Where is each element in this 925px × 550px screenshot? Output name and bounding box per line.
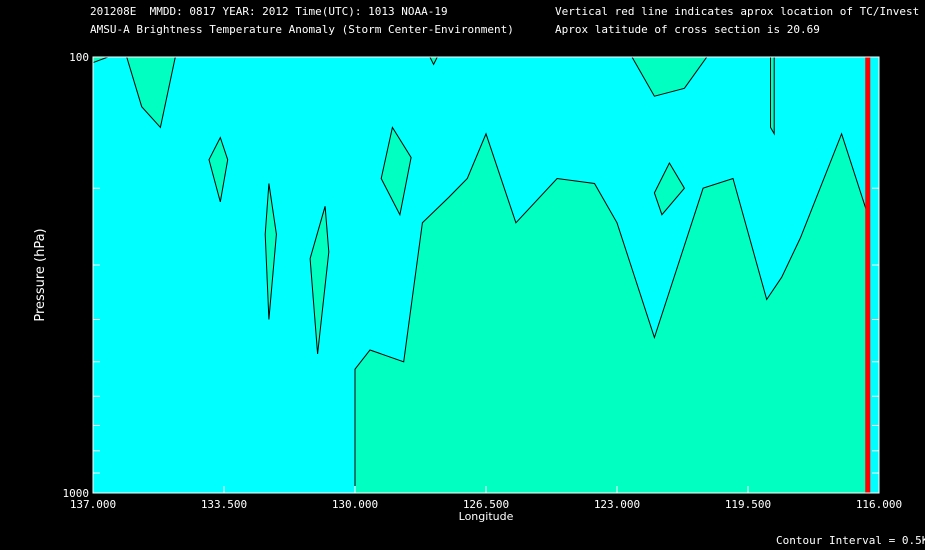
contour-region-cell-2 [264, 183, 277, 320]
x-tick-label: 116.000 [856, 498, 902, 511]
contour-region-warm-anomaly-top-d [770, 57, 775, 136]
y-tick-label: 1000 [63, 487, 90, 500]
x-tick-label: 137.000 [70, 498, 116, 511]
x-tick-label: 133.500 [201, 498, 247, 511]
x-tick-label: 123.000 [594, 498, 640, 511]
contour-region-cell-3 [309, 206, 330, 355]
contour-interval-label: Contour Interval = 0.5K [776, 534, 925, 547]
y-tick-label: 100 [69, 51, 89, 64]
contour-region-warm-anomaly-top-b [429, 57, 438, 66]
header-right-line1: Vertical red line indicates aprox locati… [555, 5, 920, 18]
header-left-line1: 201208E MMDD: 0817 YEAR: 2012 Time(UTC):… [90, 5, 448, 18]
x-tick-label: 130.000 [332, 498, 378, 511]
header-left-line2: AMSU-A Brightness Temperature Anomaly (S… [90, 23, 514, 36]
contour-region-cell-1 [208, 136, 229, 203]
header-right-line2: Aprox latitude of cross section is 20.69 [555, 23, 820, 36]
contour-region-cell-5 [653, 161, 686, 216]
contour-region-warm-anomaly-top-c [631, 57, 708, 97]
x-axis-title: Longitude [459, 510, 514, 523]
contour-region-warm-anomaly-top-a [126, 57, 176, 129]
x-tick-label: 119.500 [725, 498, 771, 511]
contour-region-warm-anomaly-main [354, 132, 869, 493]
contour-region-cell-4 [380, 126, 412, 217]
y-axis-title: Pressure (hPa) [33, 228, 48, 321]
contour-region-warm-anomaly-topleft [93, 57, 109, 64]
x-tick-label: 126.500 [463, 498, 509, 511]
